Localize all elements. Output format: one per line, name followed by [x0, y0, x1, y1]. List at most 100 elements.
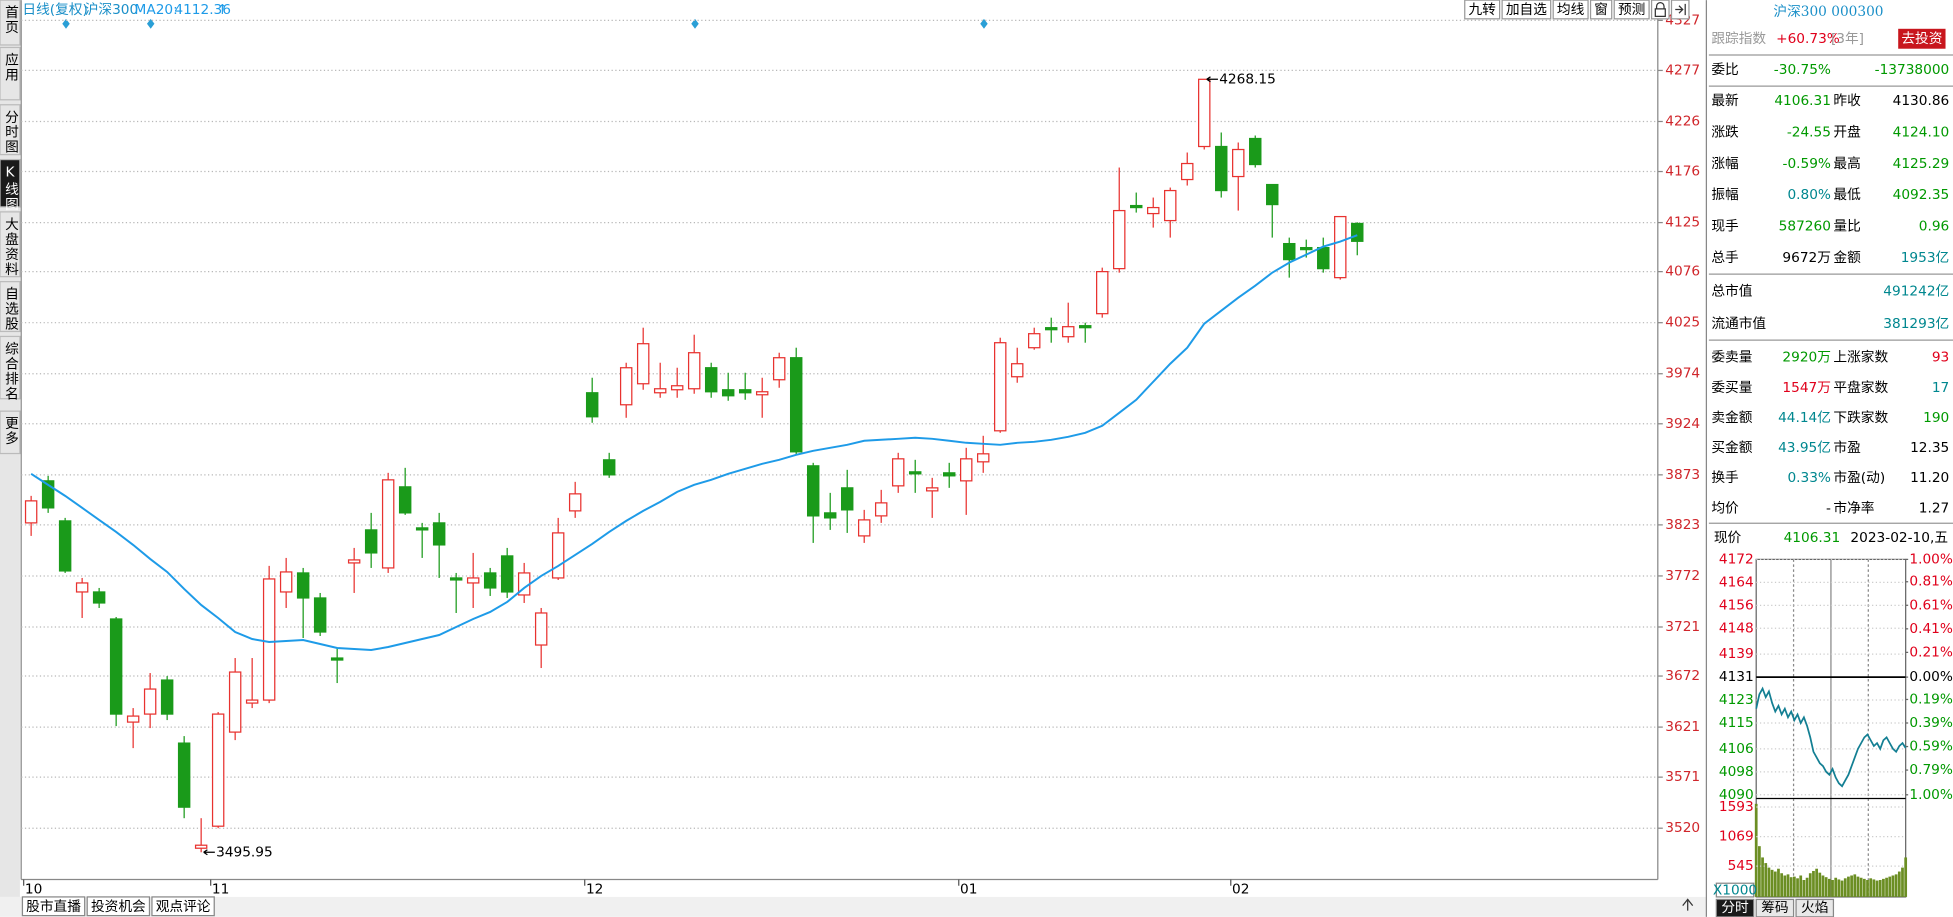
y-tick-label: 3571	[1665, 769, 1700, 785]
candle-body	[228, 671, 242, 733]
toolbar-label[interactable]: 窗	[1594, 1, 1608, 18]
sidebar-tab-label[interactable]: 首页	[2, 5, 19, 35]
sidebar-tab-label[interactable]: 应用	[2, 52, 19, 83]
candle-body	[976, 453, 990, 463]
candle-body	[823, 512, 837, 519]
volume-bar	[1824, 877, 1828, 897]
sidebar-tab[interactable]	[0, 104, 21, 156]
candle-body	[58, 520, 72, 572]
toolbar-button[interactable]	[1613, 0, 1650, 20]
sidebar-tab[interactable]	[0, 46, 21, 101]
volume-tick-label: 545	[1728, 858, 1754, 874]
bottom-tab[interactable]	[86, 896, 151, 917]
volume-bar	[1818, 872, 1822, 897]
toolbar-button[interactable]	[1589, 0, 1613, 20]
sidebar-tab-label[interactable]: 综合排名	[2, 341, 19, 401]
toolbar-label[interactable]: 均线	[1557, 2, 1585, 18]
bottom-tab-label[interactable]: 观点评论	[156, 899, 211, 915]
volume-bar	[1901, 867, 1904, 897]
y-tick-label: 3520	[1665, 820, 1700, 836]
bottom-tab-label[interactable]: 股市直播	[26, 898, 81, 915]
invest-button[interactable]	[1898, 28, 1946, 49]
quote-value: -0.59%	[1783, 156, 1831, 172]
quote-label: 金额	[1833, 250, 1861, 266]
quote-label: 量比	[1833, 219, 1860, 235]
quote-value: 4124.10	[1893, 124, 1950, 140]
sidebar-tab-label[interactable]: 自选股	[2, 287, 19, 332]
sidebar-tab-label[interactable]: 更多	[2, 416, 19, 446]
sidebar-tab-label[interactable]: 大盘资料	[2, 217, 19, 277]
y-tick-label: 4076	[1665, 264, 1700, 280]
volume-bar	[1837, 879, 1841, 897]
candle-body	[925, 487, 939, 492]
bottom-tab[interactable]	[21, 896, 86, 917]
candle-body	[755, 391, 769, 396]
candle-body	[1266, 183, 1279, 206]
volume-bar	[1834, 877, 1838, 897]
intraday-y2-label: 0.39%	[1909, 715, 1952, 731]
track-period: [3年]	[1831, 31, 1864, 47]
quote-value: 381293亿	[1883, 316, 1949, 332]
candle-body	[432, 522, 446, 546]
y-tick-label: 3772	[1665, 568, 1700, 584]
candle-body	[160, 679, 174, 715]
event-markers	[62, 18, 988, 29]
toolbar-label[interactable]: 九转	[1468, 2, 1496, 18]
intraday-y-label: 4106	[1719, 741, 1754, 757]
volume-bar	[1878, 880, 1882, 897]
volume-unit: X1000	[1713, 883, 1757, 899]
volume-bar	[1754, 803, 1758, 897]
candle-body	[1215, 145, 1228, 192]
toolbar-label[interactable]: 加自选	[1506, 2, 1547, 18]
sidebar-tab-label[interactable]: 分时图	[2, 110, 19, 155]
bottom-tab[interactable]	[151, 896, 215, 917]
toolbar-label[interactable]: 预测	[1618, 2, 1645, 18]
candle-body	[704, 367, 718, 393]
candle-body	[177, 742, 191, 808]
sidebar-tab[interactable]	[0, 158, 21, 208]
panel-tab-label[interactable]: 分时	[1721, 900, 1749, 916]
quote-label: 买金额	[1711, 440, 1752, 456]
volume-bar	[1805, 877, 1809, 897]
quote-value: 17	[1932, 380, 1949, 396]
now-value: 4106.31	[1784, 530, 1841, 546]
candle-body	[636, 343, 650, 385]
bottom-tab-label[interactable]: 投资机会	[91, 899, 146, 915]
toolbar-button[interactable]	[1501, 0, 1552, 20]
intraday-y2-label: 0.19%	[1909, 691, 1952, 707]
sidebar-tab[interactable]	[0, 281, 21, 333]
sidebar-tab[interactable]	[0, 0, 21, 46]
event-marker	[62, 18, 70, 29]
quote-value: 587260	[1779, 219, 1831, 235]
sidebar-tab[interactable]	[0, 335, 21, 400]
volume-bar	[1802, 880, 1806, 897]
invest-button-label[interactable]: 去投资	[1901, 31, 1942, 47]
toolbar-button[interactable]	[1464, 0, 1501, 20]
panel-tab-label[interactable]: 筹码	[1761, 899, 1788, 916]
sidebar-tab-label[interactable]: K线图	[2, 165, 19, 212]
volume-tick-label: 1593	[1719, 799, 1754, 815]
intraday-y2-label: 0.41%	[1909, 621, 1952, 637]
candle-body	[449, 577, 463, 581]
sidebar-tab[interactable]	[0, 410, 21, 455]
sidebar-tab[interactable]	[0, 211, 21, 278]
quote-label: 均价	[1711, 500, 1739, 516]
volume-bar	[1808, 873, 1812, 897]
intraday-y2-label: 0.21%	[1909, 644, 1952, 660]
volume-bar	[1821, 875, 1825, 897]
x-tick-label: 02	[1232, 881, 1249, 897]
quote-value: 491242亿	[1883, 284, 1949, 300]
candle-body	[942, 472, 956, 477]
scroll-top-icon[interactable]	[1682, 898, 1694, 911]
quote-value: 0.33%	[1787, 470, 1830, 486]
candle-body	[126, 715, 140, 723]
candle-body	[738, 389, 752, 394]
toolbar-button[interactable]	[1552, 0, 1589, 20]
quote-label: 卖金额	[1711, 410, 1752, 426]
quote-value: 11.20	[1910, 470, 1949, 486]
panel-tab-label[interactable]: 火焰	[1801, 900, 1828, 916]
exit-icon	[1675, 3, 1686, 16]
quote-label: 市盈	[1833, 439, 1861, 456]
candle-body	[279, 571, 293, 593]
